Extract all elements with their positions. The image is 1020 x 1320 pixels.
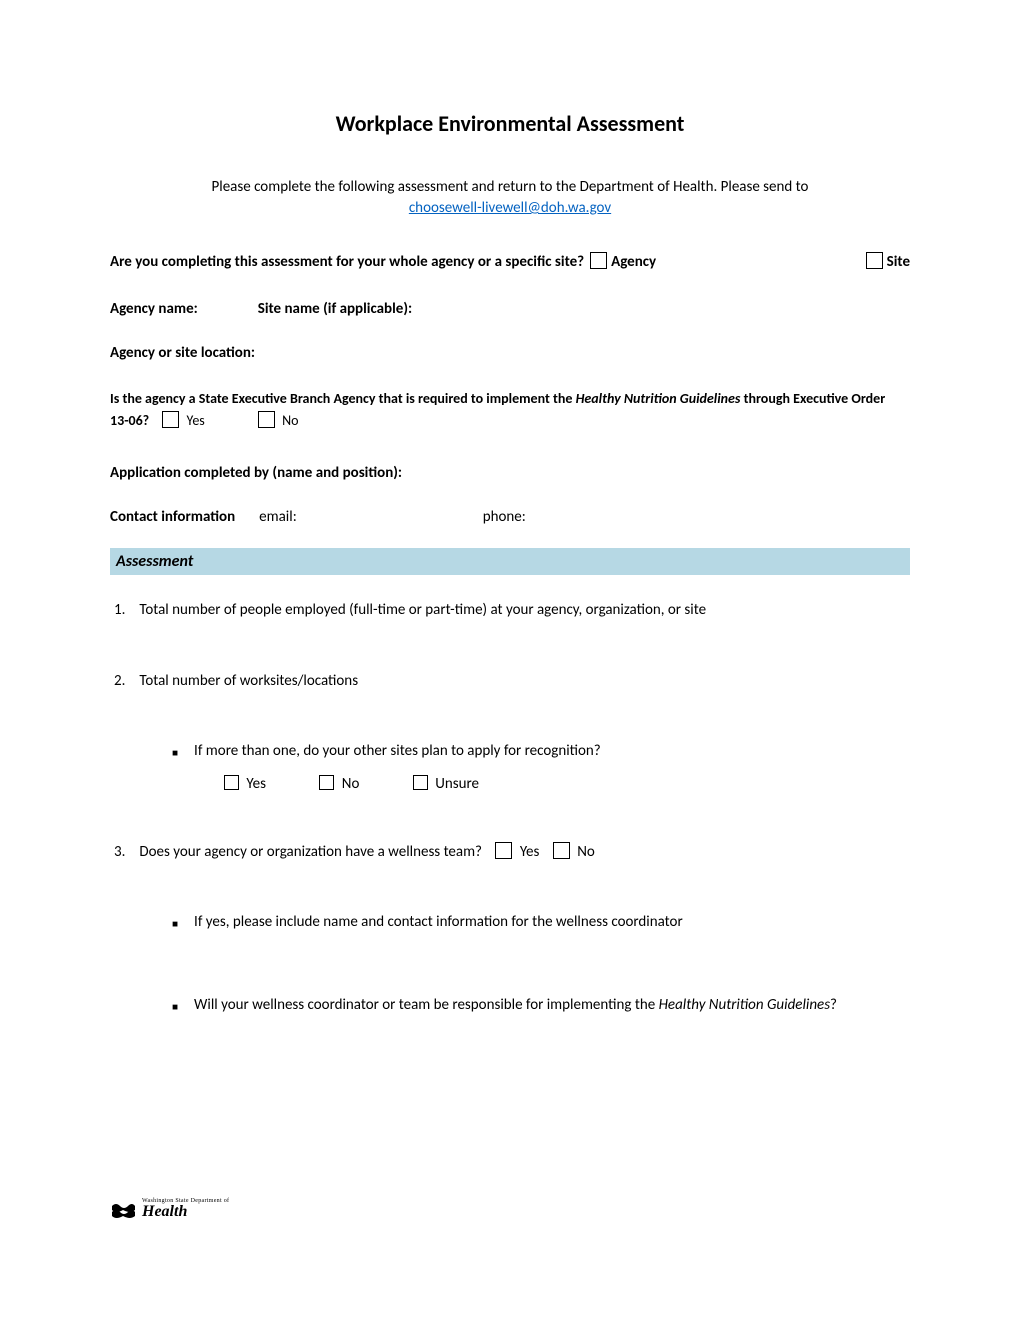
q3-sub2-bullet: ■ Will your wellness coordinator or team…	[172, 994, 910, 1017]
email-label: email:	[259, 508, 297, 526]
footer-logo: Washington State Department of Health	[110, 1198, 229, 1220]
q3-yes-checkbox[interactable]	[495, 842, 512, 859]
exec-no-label: No	[282, 412, 298, 429]
intro-text: Please complete the following assessment…	[110, 177, 910, 219]
agency-site-label: Are you completing this assessment for y…	[110, 251, 584, 274]
q2-text: Total number of worksites/locations	[139, 670, 910, 693]
q1-text: Total number of people employed (full-ti…	[139, 599, 910, 622]
exec-text-3: 13-06?	[110, 412, 149, 429]
question-2: 2. Total number of worksites/locations	[114, 670, 910, 693]
q2-unsure-label: Unsure	[435, 775, 479, 793]
q3-number: 3.	[114, 841, 125, 864]
exec-italic: Healthy Nutrition Guidelines	[576, 390, 741, 407]
q2-options: Yes No Unsure	[224, 775, 910, 793]
exec-yes-label: Yes	[187, 412, 205, 429]
exec-text-2: through Executive Order	[740, 390, 885, 407]
site-checkbox[interactable]	[866, 252, 883, 269]
q3-sub1-bullet: ■ If yes, please include name and contac…	[172, 911, 910, 934]
q2-sub-text: If more than one, do your other sites pl…	[194, 740, 910, 763]
completed-by-label: Application completed by (name and posit…	[110, 464, 910, 482]
q2-unsure-checkbox[interactable]	[413, 775, 428, 790]
intro-line: Please complete the following assessment…	[212, 178, 809, 196]
logo-icon	[110, 1198, 136, 1220]
q3-text: Does your agency or organization have a …	[139, 843, 482, 861]
assessment-section-header: Assessment	[110, 548, 910, 575]
q2-no-label: No	[342, 775, 360, 793]
q3-no-label: No	[577, 843, 595, 861]
exec-text-1: Is the agency a State Executive Branch A…	[110, 390, 576, 407]
page-title: Workplace Environmental Assessment	[110, 110, 910, 137]
logo-big-text: Health	[142, 1204, 229, 1220]
q3-sub1-text: If yes, please include name and contact …	[194, 911, 910, 934]
agency-or-site-question: Are you completing this assessment for y…	[110, 251, 910, 274]
intro-email-link[interactable]: choosewell-livewell@doh.wa.gov	[409, 199, 611, 217]
q3-sub2-italic: Healthy Nutrition Guidelines	[659, 996, 830, 1014]
bullet-icon: ■	[172, 999, 178, 1017]
executive-order-question: Is the agency a State Executive Branch A…	[110, 388, 910, 433]
contact-row: Contact information email: phone:	[110, 508, 910, 526]
location-label: Agency or site location:	[110, 344, 910, 362]
q1-number: 1.	[114, 599, 125, 622]
q2-yes-checkbox[interactable]	[224, 775, 239, 790]
contact-label: Contact information	[110, 508, 235, 526]
q2-sub-bullet: ■ If more than one, do your other sites …	[172, 740, 910, 763]
q2-number: 2.	[114, 670, 125, 693]
bullet-icon: ■	[172, 745, 178, 763]
exec-yes-checkbox[interactable]	[162, 411, 179, 428]
site-name-label: Site name (if applicable):	[258, 300, 412, 318]
q3-no-checkbox[interactable]	[553, 842, 570, 859]
exec-no-checkbox[interactable]	[258, 411, 275, 428]
bullet-icon: ■	[172, 916, 178, 934]
q3-sub2-b: ?	[830, 996, 837, 1014]
q2-no-checkbox[interactable]	[319, 775, 334, 790]
site-option-label: Site	[887, 253, 910, 271]
q3-sub2-text: Will your wellness coordinator or team b…	[194, 994, 910, 1017]
question-3: 3. Does your agency or organization have…	[114, 841, 910, 864]
q3-sub2-a: Will your wellness coordinator or team b…	[194, 996, 659, 1014]
agency-name-label: Agency name:	[110, 300, 198, 318]
q3-yes-label: Yes	[520, 843, 540, 861]
question-1: 1. Total number of people employed (full…	[114, 599, 910, 622]
agency-option-label: Agency	[611, 253, 656, 271]
agency-checkbox[interactable]	[590, 252, 607, 269]
phone-label: phone:	[483, 508, 526, 526]
q2-yes-label: Yes	[246, 775, 266, 793]
